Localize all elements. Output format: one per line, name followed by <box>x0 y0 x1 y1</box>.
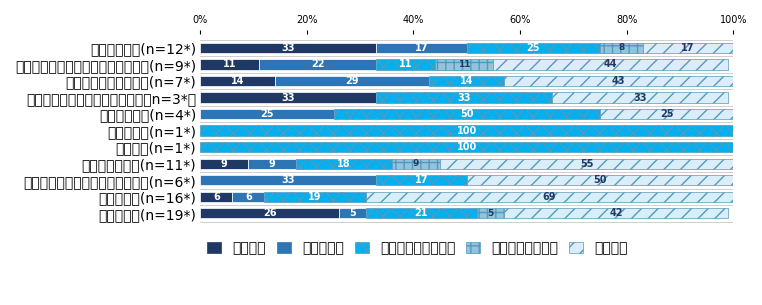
Bar <box>200 43 376 53</box>
Text: 26: 26 <box>263 208 277 218</box>
Text: 6: 6 <box>213 192 219 202</box>
Text: 33: 33 <box>281 43 295 53</box>
Text: 25: 25 <box>260 109 274 119</box>
Text: 9: 9 <box>269 159 276 169</box>
Text: 14: 14 <box>231 76 245 86</box>
Bar <box>467 175 733 185</box>
Bar <box>366 192 733 202</box>
Text: 6: 6 <box>245 192 251 202</box>
Bar <box>296 159 392 169</box>
Bar <box>376 59 435 70</box>
Bar <box>376 43 467 53</box>
Legend: 多かった, 少しあった, どちらともいえない, ほとんどなかった, なかった: 多かった, 少しあった, どちらともいえない, ほとんどなかった, なかった <box>207 241 628 255</box>
Bar <box>200 142 733 152</box>
Bar <box>440 159 733 169</box>
Text: 9: 9 <box>413 159 419 168</box>
Text: 18: 18 <box>338 159 351 169</box>
Bar <box>494 59 728 70</box>
Text: 44: 44 <box>604 59 617 70</box>
Bar <box>200 159 248 169</box>
Bar <box>600 109 733 119</box>
Bar <box>504 76 733 86</box>
Bar <box>376 175 467 185</box>
Text: 25: 25 <box>527 43 540 53</box>
Bar <box>467 43 600 53</box>
Text: 14: 14 <box>460 76 473 86</box>
Bar <box>366 208 478 218</box>
Text: 55: 55 <box>580 159 594 169</box>
Text: 33: 33 <box>281 175 295 185</box>
Bar <box>504 208 728 218</box>
Text: 33: 33 <box>281 92 295 102</box>
Text: 11: 11 <box>399 59 412 70</box>
Text: 17: 17 <box>681 43 695 53</box>
Text: 21: 21 <box>415 208 428 218</box>
Text: 29: 29 <box>345 76 359 86</box>
Text: 100: 100 <box>456 126 477 136</box>
Bar <box>200 125 733 136</box>
Bar <box>430 76 504 86</box>
Bar <box>334 109 600 119</box>
Bar <box>600 43 642 53</box>
Text: 33: 33 <box>633 92 647 102</box>
Text: 42: 42 <box>610 208 623 218</box>
Text: 25: 25 <box>660 109 674 119</box>
Text: 100: 100 <box>456 142 477 152</box>
Bar <box>275 76 430 86</box>
Bar <box>259 59 376 70</box>
Bar <box>376 92 552 103</box>
Bar <box>642 43 733 53</box>
Text: 33: 33 <box>457 92 471 102</box>
Bar <box>200 175 376 185</box>
Bar <box>248 159 296 169</box>
Text: 50: 50 <box>460 109 473 119</box>
Text: 43: 43 <box>612 76 626 86</box>
Bar <box>435 59 494 70</box>
Bar <box>339 208 366 218</box>
Text: 22: 22 <box>311 59 325 70</box>
Text: 11: 11 <box>458 60 470 69</box>
Text: 69: 69 <box>543 192 556 202</box>
Text: 50: 50 <box>594 175 607 185</box>
Text: 17: 17 <box>415 175 428 185</box>
Bar <box>264 192 366 202</box>
Bar <box>200 76 275 86</box>
Text: 11: 11 <box>223 59 236 70</box>
Bar <box>200 92 376 103</box>
Text: 5: 5 <box>488 209 494 218</box>
Text: 9: 9 <box>221 159 228 169</box>
Text: 17: 17 <box>415 43 428 53</box>
Bar <box>232 192 264 202</box>
Bar <box>200 208 339 218</box>
Text: 5: 5 <box>349 208 356 218</box>
Bar <box>478 208 504 218</box>
Bar <box>200 59 259 70</box>
Bar <box>200 109 334 119</box>
Text: 8: 8 <box>618 43 624 52</box>
Bar <box>552 92 728 103</box>
Bar <box>392 159 440 169</box>
Bar <box>200 192 232 202</box>
Text: 19: 19 <box>308 192 322 202</box>
